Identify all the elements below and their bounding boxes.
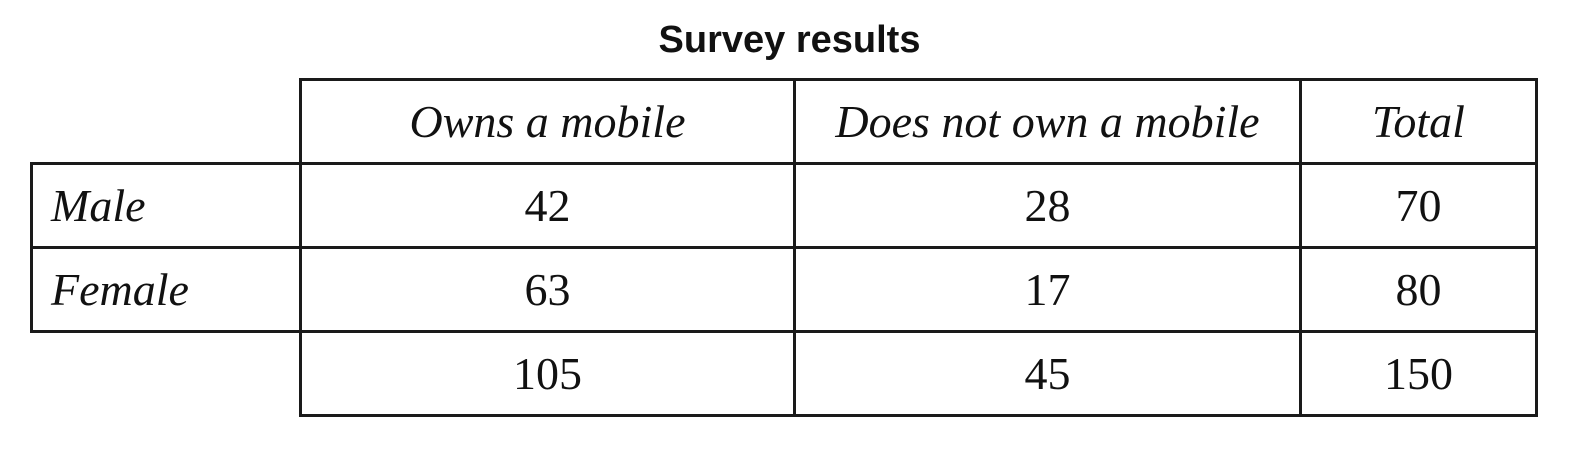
row-label-male: Male [51,179,146,231]
table-cell: 105 [513,347,582,399]
grid-line-col1-divider [793,78,796,417]
grid-line-bottom [299,414,1538,417]
column-header-does-not-own-mobile: Does not own a mobile [835,95,1260,147]
table-cell: 42 [524,179,571,231]
table-cell: 63 [524,263,571,315]
table-cell: 17 [1024,263,1071,315]
column-header-owns-mobile: Owns a mobile [409,95,686,147]
grid-line-left-outer [30,162,33,333]
grid-line-right-outer [1535,78,1538,417]
grid-line-row2-bottom [30,330,1538,333]
table-cell: 45 [1024,347,1071,399]
table-cell: 80 [1395,263,1442,315]
table-title: Survey results [658,19,921,61]
row-label-female: Female [51,263,189,315]
column-header-total: Total [1372,95,1465,147]
table-cell: 28 [1024,179,1071,231]
table-cell: 70 [1395,179,1442,231]
grid-line-label-divider [299,78,302,417]
table-cell: 150 [1384,347,1453,399]
grid-line-header-bottom [30,162,1538,165]
grid-line-col2-divider [1299,78,1302,417]
grid-line-row1-bottom [30,246,1538,249]
grid-line-top [299,78,1538,81]
